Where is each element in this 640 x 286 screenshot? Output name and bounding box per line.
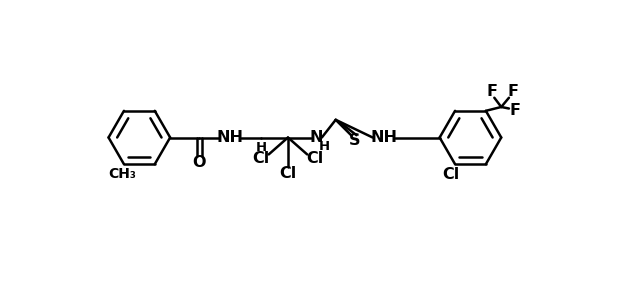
Text: F: F bbox=[486, 84, 497, 99]
Text: Cl: Cl bbox=[279, 166, 296, 181]
Text: F: F bbox=[509, 103, 520, 118]
Text: Cl: Cl bbox=[443, 168, 460, 182]
Text: Cl: Cl bbox=[252, 151, 269, 166]
Text: F: F bbox=[508, 84, 518, 99]
Text: N: N bbox=[310, 130, 323, 145]
Text: CH₃: CH₃ bbox=[108, 167, 136, 181]
Text: O: O bbox=[193, 155, 206, 170]
Text: H: H bbox=[319, 140, 330, 153]
Text: NH: NH bbox=[217, 130, 244, 145]
Text: Cl: Cl bbox=[307, 151, 324, 166]
Text: NH: NH bbox=[371, 130, 397, 145]
Text: H: H bbox=[256, 141, 268, 154]
Text: S: S bbox=[349, 133, 361, 148]
